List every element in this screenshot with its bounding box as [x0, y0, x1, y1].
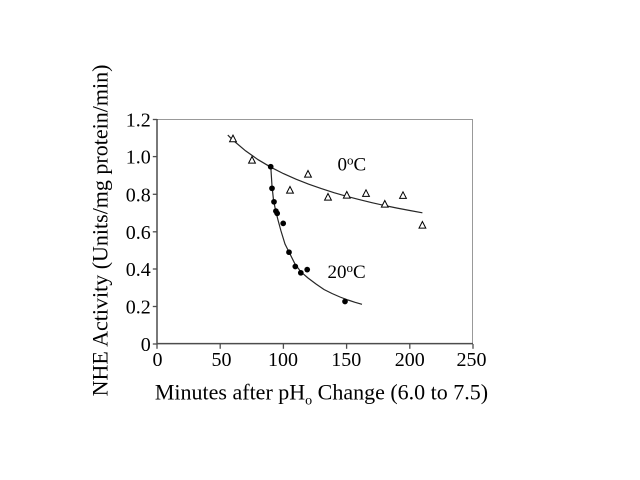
svg-text:50: 50 [212, 349, 232, 371]
svg-text:250: 250 [457, 349, 487, 371]
svg-text:0.8: 0.8 [126, 184, 151, 206]
svg-text:1.2: 1.2 [126, 110, 151, 132]
svg-text:100: 100 [268, 349, 298, 371]
svg-text:200: 200 [395, 349, 425, 371]
svg-text:0oC: 0oC [338, 153, 367, 176]
svg-text:0: 0 [141, 334, 151, 356]
svg-text:0: 0 [153, 349, 163, 371]
svg-text:Minutes after pHo Change (6.0: Minutes after pHo Change (6.0 to 7.5) [155, 380, 488, 409]
svg-text:1.0: 1.0 [126, 147, 151, 169]
svg-text:0.6: 0.6 [126, 222, 151, 244]
svg-text:0.2: 0.2 [126, 297, 151, 319]
svg-text:20oC: 20oC [328, 260, 366, 283]
svg-text:NHE Activity (Units/mg protein: NHE Activity (Units/mg protein/min) [88, 65, 113, 397]
svg-text:150: 150 [331, 349, 361, 371]
svg-text:0.4: 0.4 [126, 259, 151, 281]
